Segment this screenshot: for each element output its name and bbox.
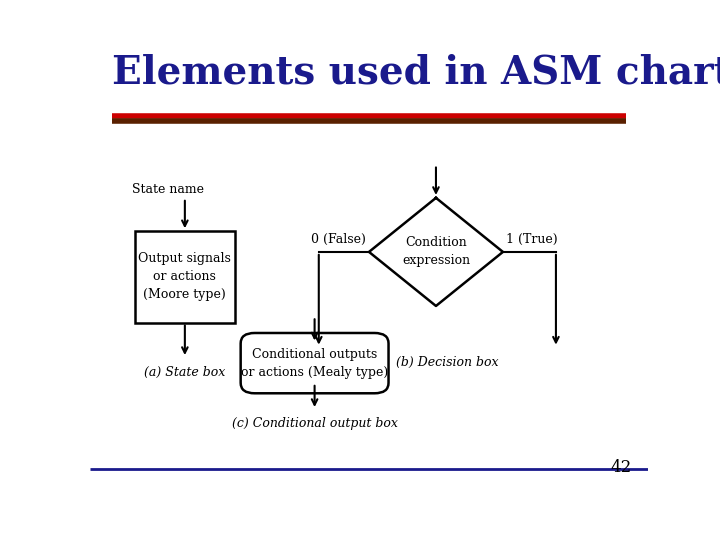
Text: Output signals
or actions
(Moore type): Output signals or actions (Moore type) <box>138 252 231 301</box>
Text: Elements used in ASM charts (1): Elements used in ASM charts (1) <box>112 54 720 92</box>
Text: 42: 42 <box>610 460 631 476</box>
Text: 0 (False): 0 (False) <box>311 233 366 246</box>
Text: State name: State name <box>132 183 204 196</box>
Text: 1 (True): 1 (True) <box>505 233 557 246</box>
Text: Conditional outputs
or actions (Mealy type): Conditional outputs or actions (Mealy ty… <box>241 348 388 379</box>
Text: (a) State box: (a) State box <box>144 366 225 379</box>
Text: (c) Conditional output box: (c) Conditional output box <box>232 417 397 430</box>
FancyBboxPatch shape <box>240 333 389 393</box>
Text: (b) Decision box: (b) Decision box <box>396 356 498 369</box>
FancyBboxPatch shape <box>135 231 235 322</box>
Text: Condition
expression: Condition expression <box>402 237 470 267</box>
